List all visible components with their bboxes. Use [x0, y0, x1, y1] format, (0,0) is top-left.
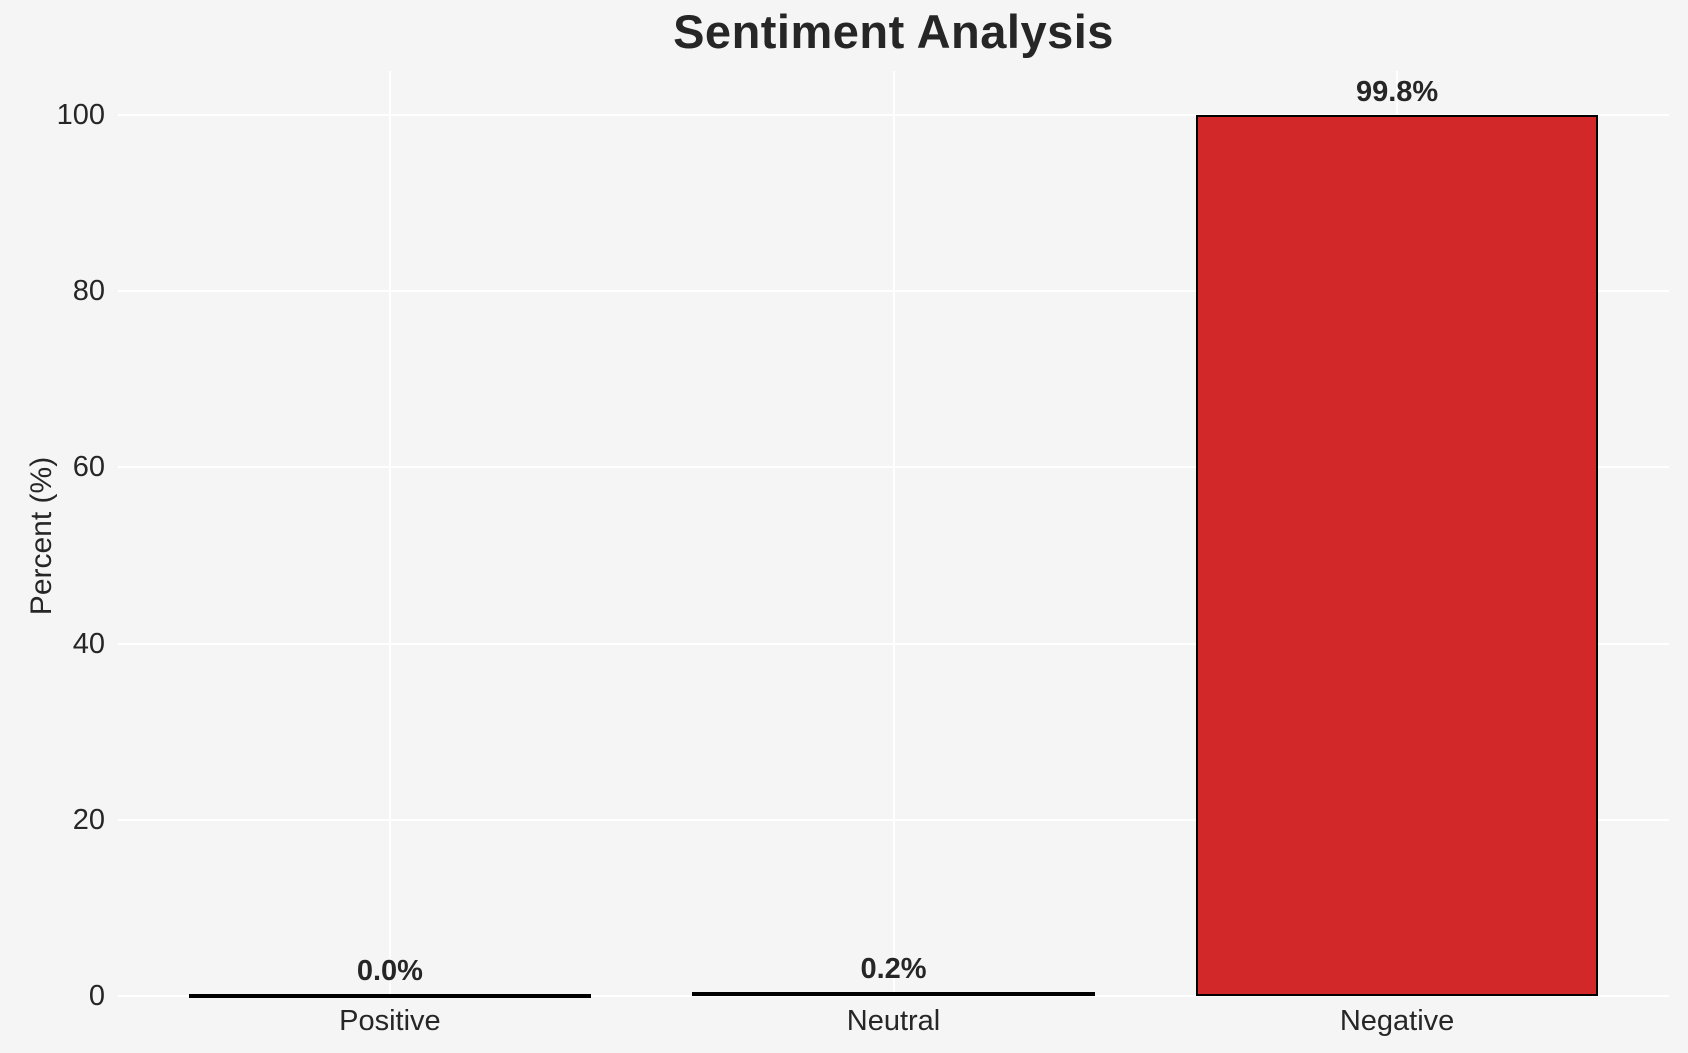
y-tick-label-0: 0 [88, 980, 105, 1012]
bar-neutral [692, 992, 1095, 997]
y-tick-label-100: 100 [56, 99, 105, 132]
y-tick-label-60: 60 [72, 451, 105, 484]
bar-positive [188, 994, 592, 998]
v-gridline-neutral [892, 71, 895, 996]
x-tick-label-negative: Negative [1339, 1005, 1455, 1037]
bar-value-label-neutral: 0.2% [860, 953, 927, 986]
bar-value-label-positive: 0.0% [356, 955, 423, 987]
x-tick-label-neutral: Neutral [846, 1005, 941, 1037]
y-tick-label-20: 20 [72, 803, 105, 836]
v-gridline-positive [388, 71, 391, 996]
y-tick-label-40: 40 [72, 627, 105, 660]
chart-title: Sentiment Analysis [673, 5, 1114, 58]
bar-negative [1195, 114, 1599, 996]
x-tick-label-positive: Positive [339, 1005, 441, 1037]
y-tick-label-80: 80 [72, 275, 105, 308]
bar-value-label-negative: 99.8% [1355, 75, 1439, 108]
